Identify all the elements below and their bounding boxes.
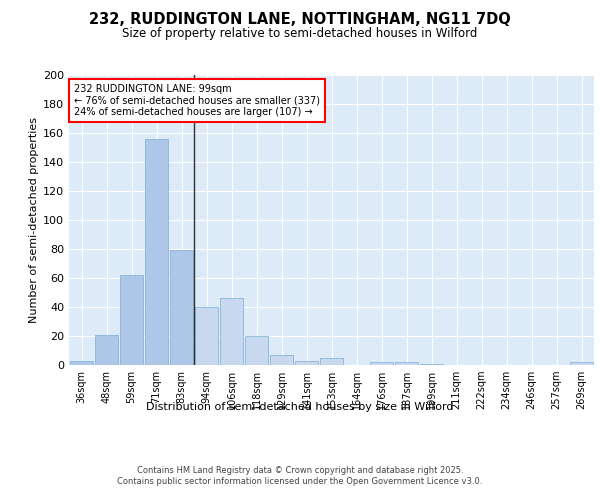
Text: Contains public sector information licensed under the Open Government Licence v3: Contains public sector information licen… [118,478,482,486]
Bar [170,250,193,365]
Text: 232 RUDDINGTON LANE: 99sqm
← 76% of semi-detached houses are smaller (337)
24% o: 232 RUDDINGTON LANE: 99sqm ← 76% of semi… [74,84,320,117]
Bar [145,139,169,365]
Text: Contains HM Land Registry data © Crown copyright and database right 2025.: Contains HM Land Registry data © Crown c… [137,466,463,475]
Bar [119,275,143,365]
Bar [295,360,319,365]
Bar [569,362,593,365]
Text: Distribution of semi-detached houses by size in Wilford: Distribution of semi-detached houses by … [146,402,454,412]
Text: 232, RUDDINGTON LANE, NOTTINGHAM, NG11 7DQ: 232, RUDDINGTON LANE, NOTTINGHAM, NG11 7… [89,12,511,28]
Bar [370,362,394,365]
Bar [269,355,293,365]
Bar [320,358,343,365]
Bar [395,362,418,365]
Bar [194,307,218,365]
Bar [70,360,94,365]
Bar [245,336,268,365]
Text: Size of property relative to semi-detached houses in Wilford: Size of property relative to semi-detach… [122,28,478,40]
Bar [95,334,118,365]
Bar [220,298,244,365]
Y-axis label: Number of semi-detached properties: Number of semi-detached properties [29,117,39,323]
Bar [419,364,443,365]
